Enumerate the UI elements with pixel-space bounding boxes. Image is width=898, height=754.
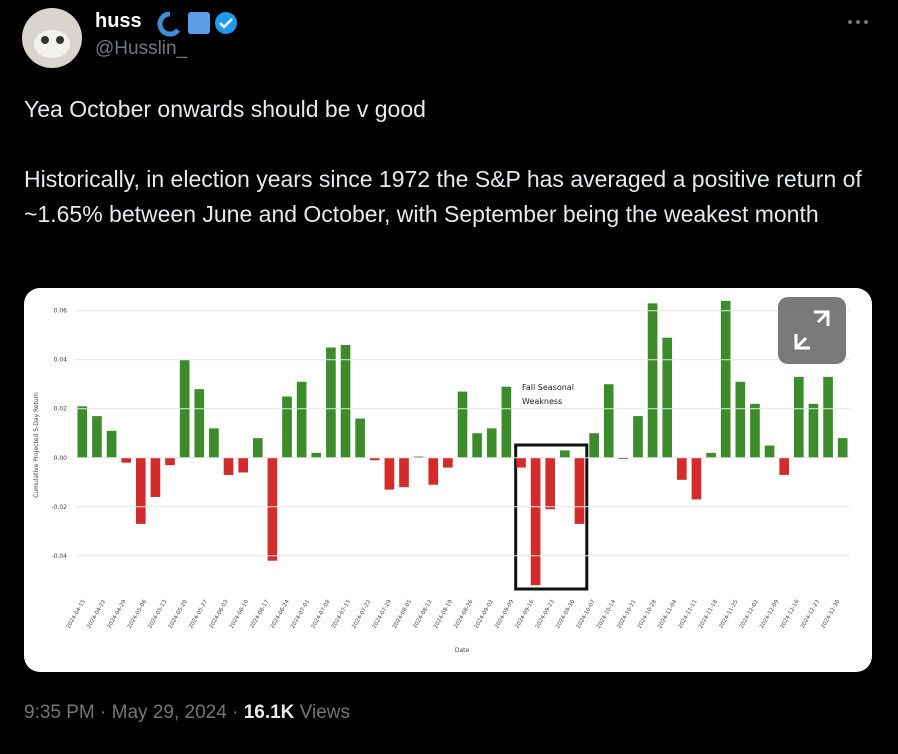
separator: · bbox=[232, 702, 239, 723]
bar bbox=[486, 428, 497, 458]
annotation: Fall Seasonal bbox=[522, 383, 574, 392]
paragraph: Yea October onwards should be v good bbox=[24, 96, 426, 122]
bar bbox=[823, 376, 833, 458]
bar bbox=[209, 428, 219, 458]
bar bbox=[603, 384, 614, 458]
bar bbox=[545, 457, 556, 510]
bar bbox=[750, 403, 760, 458]
bar bbox=[238, 457, 248, 473]
bar bbox=[135, 457, 146, 524]
bar bbox=[252, 438, 263, 458]
y-tick-label: -0.04 bbox=[51, 553, 67, 560]
x-axis-label: Date bbox=[455, 647, 470, 654]
bar bbox=[618, 457, 629, 459]
annotation: Weakness bbox=[522, 397, 562, 406]
separator: · bbox=[100, 702, 107, 723]
bar bbox=[574, 457, 585, 524]
verified-check bbox=[219, 18, 233, 29]
bar bbox=[355, 418, 365, 458]
verified-badge bbox=[215, 12, 237, 34]
bar bbox=[589, 433, 599, 458]
bar bbox=[764, 445, 775, 458]
bar bbox=[647, 303, 658, 458]
expand-icon bbox=[794, 310, 830, 350]
handle[interactable]: @Husslin_ bbox=[95, 38, 188, 59]
bar bbox=[369, 457, 380, 461]
bar bbox=[808, 403, 819, 458]
bar bbox=[472, 433, 482, 458]
chart-card bbox=[24, 288, 872, 672]
bar bbox=[720, 300, 731, 458]
bar bbox=[340, 345, 351, 458]
bar bbox=[837, 438, 848, 458]
bar bbox=[77, 406, 88, 458]
avatar-eye bbox=[41, 36, 49, 44]
bar bbox=[150, 457, 161, 497]
wave-emoji bbox=[157, 11, 180, 37]
date[interactable]: May 29, 2024 bbox=[111, 702, 227, 723]
bar bbox=[223, 457, 234, 475]
bar bbox=[399, 457, 409, 488]
y-tick-label: 0.02 bbox=[54, 406, 68, 413]
y-tick-label: -0.02 bbox=[51, 504, 67, 511]
bar bbox=[793, 376, 804, 458]
bar bbox=[92, 416, 102, 458]
bar bbox=[194, 389, 205, 458]
more-menu[interactable] bbox=[848, 20, 868, 24]
header-icons bbox=[22, 8, 868, 68]
bar bbox=[530, 457, 541, 586]
bar bbox=[443, 457, 453, 468]
bar bbox=[296, 381, 307, 458]
highlight-box bbox=[514, 443, 589, 591]
bar bbox=[706, 452, 716, 458]
tweet-text: Yea October onwards should be v good His… bbox=[24, 92, 874, 267]
tweet-footer: 9:35 PM · May 29, 2024 · 16.1K Views bbox=[24, 702, 350, 724]
bar bbox=[267, 457, 278, 561]
display-name[interactable]: huss bbox=[95, 10, 142, 32]
bar bbox=[516, 457, 526, 468]
bar bbox=[633, 416, 643, 458]
bar bbox=[779, 457, 790, 475]
bar bbox=[677, 457, 687, 480]
bar bbox=[413, 456, 424, 458]
views-count: 16.1K bbox=[243, 702, 295, 723]
blue-square-emoji bbox=[188, 12, 210, 34]
bar bbox=[384, 457, 395, 490]
paragraph: Historically, in election years since 19… bbox=[24, 166, 862, 227]
expand-button[interactable] bbox=[778, 297, 846, 364]
bar bbox=[121, 457, 132, 463]
bar bbox=[311, 452, 322, 458]
bar bbox=[106, 430, 117, 458]
bar bbox=[691, 457, 702, 500]
views-label: Views bbox=[299, 702, 351, 723]
chart-image[interactable]: Cumulative Projected 5-Day Return Date Wea… bbox=[0, 0, 898, 690]
bar bbox=[501, 386, 512, 458]
bar bbox=[662, 337, 673, 458]
bar bbox=[735, 381, 746, 458]
time[interactable]: 9:35 PM bbox=[24, 702, 95, 723]
y-tick-label: 0.00 bbox=[54, 455, 68, 462]
bar bbox=[326, 347, 336, 458]
y-axis-label: Cumulative Projected 5-Day Return bbox=[33, 392, 40, 498]
bar bbox=[165, 457, 175, 466]
y-tick-label: 0.06 bbox=[54, 308, 68, 315]
bar bbox=[457, 391, 468, 458]
bar bbox=[560, 450, 570, 458]
y-tick-label: 0.04 bbox=[54, 357, 68, 364]
bar bbox=[282, 396, 292, 458]
avatar-eye bbox=[56, 36, 64, 44]
bar bbox=[428, 457, 439, 485]
